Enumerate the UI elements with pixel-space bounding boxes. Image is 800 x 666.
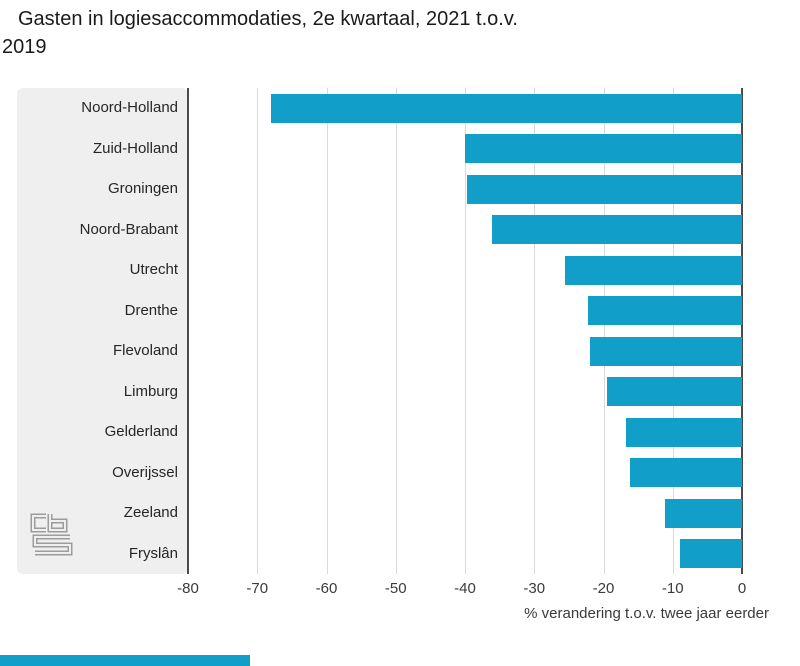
x-tick-label: 0 xyxy=(737,580,747,597)
chart-title-line1: Gasten in logiesaccommodaties, 2e kwarta… xyxy=(18,8,518,30)
x-axis-title: % verandering t.o.v. twee jaar eerder xyxy=(524,605,769,622)
gridline xyxy=(603,88,605,574)
category-label-panel: Noord-Holland Zuid-Holland Groningen Noord-… xyxy=(17,88,188,574)
x-tick-label: -40 xyxy=(454,580,476,597)
bar-noord-holland xyxy=(271,93,742,123)
category-label-overijssel: Overijssel xyxy=(112,463,178,481)
bar-limburg xyxy=(606,377,742,407)
category-label-zuid-holland: Zuid-Holland xyxy=(92,139,178,157)
gridline xyxy=(326,88,328,574)
x-tick-label: -30 xyxy=(523,580,546,597)
bar-drenthe xyxy=(588,296,742,326)
bar-noord-brabant xyxy=(492,215,742,245)
bar-gelderland xyxy=(626,417,742,447)
category-label-zeeland: Zeeland xyxy=(123,504,178,521)
x-tick-label: -60 xyxy=(315,580,338,597)
category-label-flevoland: Flevoland xyxy=(112,342,178,359)
category-label-utrecht: Utrecht xyxy=(129,261,178,278)
category-label-noord-brabant: Noord-Brabant xyxy=(79,220,178,238)
x-tick-label: -20 xyxy=(592,580,615,597)
gridline xyxy=(534,88,536,574)
gridline xyxy=(465,88,466,574)
bar-groningen xyxy=(467,174,742,204)
bar-zeeland xyxy=(665,498,742,528)
category-label-groningen: Groningen xyxy=(107,180,178,197)
bar-fryslân xyxy=(680,539,742,569)
gridline xyxy=(395,88,397,574)
category-label-noord-holland: Noord-Holland xyxy=(81,99,178,116)
chart-title: Gasten in logiesaccommodaties, 2e kwarta… xyxy=(2,5,602,61)
gridline xyxy=(672,88,674,574)
category-label-fryslân: Fryslân xyxy=(128,544,178,562)
x-tick-label: -10 xyxy=(661,580,684,597)
cbs-logo xyxy=(30,513,73,556)
bar-zuid-holland xyxy=(465,134,742,164)
zero-axis-line xyxy=(741,88,743,574)
bar-overijssel xyxy=(629,458,742,488)
x-axis-ticks: -80 -70 -60 -50 -40 -30 -20 -10 0 xyxy=(177,580,747,600)
chart-title-line2: 2019 xyxy=(2,36,47,58)
left-axis-line xyxy=(187,88,189,574)
gridline xyxy=(257,88,259,574)
plot-area xyxy=(188,88,744,574)
bottom-partial-bar xyxy=(0,655,250,666)
bar-flevoland xyxy=(590,336,742,366)
bar-utrecht xyxy=(564,255,742,285)
x-tick-label: -50 xyxy=(384,580,407,597)
x-tick-label: -80 xyxy=(177,580,199,597)
category-label-limburg: Limburg xyxy=(123,382,178,400)
x-tick-label: -70 xyxy=(246,580,269,597)
category-label-gelderland: Gelderland xyxy=(104,423,178,440)
category-label-drenthe: Drenthe xyxy=(124,301,178,319)
